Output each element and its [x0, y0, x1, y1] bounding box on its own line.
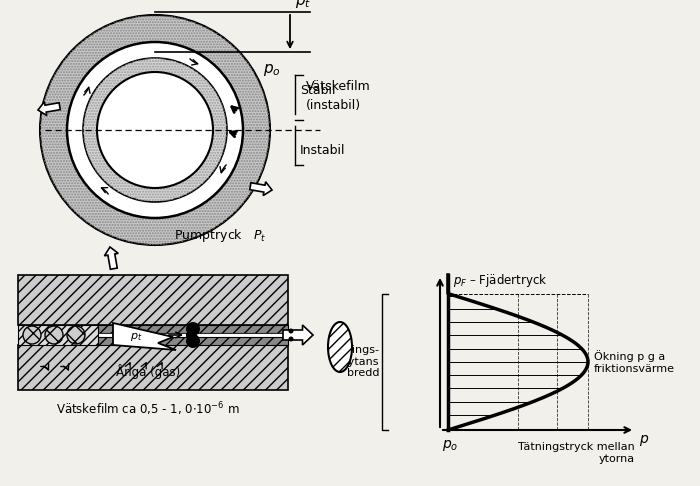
Circle shape — [83, 58, 227, 202]
Polygon shape — [104, 247, 118, 269]
Text: (instabil): (instabil) — [306, 99, 361, 111]
Text: Ökning p g a
friktionsvärme: Ökning p g a friktionsvärme — [594, 350, 675, 374]
Polygon shape — [38, 102, 60, 116]
Text: Ånga (gas): Ånga (gas) — [121, 103, 189, 118]
Text: $p_o$: $p_o$ — [263, 62, 281, 78]
Bar — [18, 275, 288, 325]
Text: $p_t$: $p_t$ — [295, 0, 312, 10]
Circle shape — [67, 42, 243, 218]
Text: Ånga (gas): Ånga (gas) — [116, 364, 180, 380]
Text: $p_F$ – Fjädertryck: $p_F$ – Fjädertryck — [453, 272, 547, 289]
Text: Vätskefilm ca 0,5 - 1, 0$\cdot$10$^{-6}$ m: Vätskefilm ca 0,5 - 1, 0$\cdot$10$^{-6}$… — [56, 400, 240, 417]
Text: $p_o$: $p_o$ — [442, 438, 458, 453]
Text: Stabil: Stabil — [300, 84, 335, 97]
Circle shape — [186, 334, 200, 348]
Text: Tätningstryck mellan
ytorna: Tätningstryck mellan ytorna — [518, 442, 635, 464]
Polygon shape — [283, 325, 313, 345]
Text: $p_t$: $p_t$ — [130, 331, 142, 343]
Text: Atmosfärstryck: Atmosfärstryck — [108, 135, 192, 145]
Polygon shape — [250, 182, 272, 195]
Text: Vätskefilm: Vätskefilm — [306, 81, 371, 93]
Polygon shape — [113, 323, 176, 350]
Circle shape — [45, 326, 63, 344]
Text: Tätnings-
sytans
bredd: Tätnings- sytans bredd — [328, 345, 379, 379]
Bar — [186, 333, 196, 338]
Circle shape — [288, 329, 293, 333]
Text: Pumptryck   $P_t$: Pumptryck $P_t$ — [174, 226, 266, 243]
Bar — [18, 325, 98, 345]
Circle shape — [40, 15, 270, 245]
Circle shape — [186, 322, 200, 336]
Bar — [98, 337, 288, 345]
Circle shape — [67, 326, 85, 344]
Text: Instabil: Instabil — [300, 143, 346, 156]
Text: $p$: $p$ — [639, 433, 649, 448]
Text: $p_o$: $p_o$ — [147, 151, 163, 166]
Circle shape — [97, 72, 213, 188]
Bar — [98, 325, 288, 333]
Circle shape — [23, 326, 41, 344]
Bar — [98, 333, 288, 337]
Bar — [18, 345, 288, 390]
Ellipse shape — [328, 322, 352, 372]
Circle shape — [288, 336, 293, 342]
